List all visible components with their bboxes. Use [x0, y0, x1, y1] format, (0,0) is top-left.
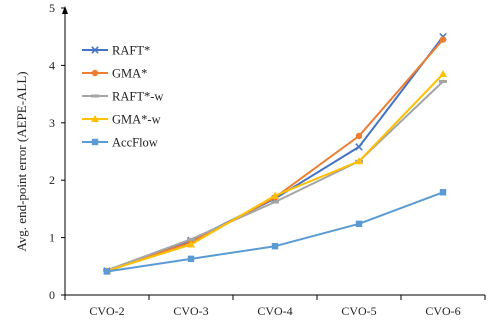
legend-label: RAFT* — [112, 44, 150, 58]
data-point-accflow — [439, 189, 447, 196]
data-point-accflow — [187, 255, 195, 263]
data-point-gma-star-w — [439, 70, 447, 78]
axes: 0 1 2 3 4 5 CVO-2 CVO-3 CVO-4 CVO-5 CVO-6 Avg. end-… — [14, 1, 486, 318]
series-line-raft-star-w — [106, 80, 444, 272]
series-raft-star — [103, 32, 447, 275]
legend-marker — [91, 69, 99, 77]
y-axis-title: Avg. end-point error (AEPE-ALL) — [14, 71, 29, 251]
y-tick-label: 0 — [49, 288, 55, 302]
x-tick-label: CVO-4 — [257, 304, 292, 318]
legend-item-accflow: AccFlow — [82, 136, 158, 150]
data-point-gma-star — [355, 132, 363, 140]
legend-item-gma-star: GMA* — [82, 67, 147, 81]
legend-label: AccFlow — [112, 136, 158, 150]
legend-marker — [91, 46, 99, 54]
data-point-gma-star-w — [187, 240, 195, 248]
series-line-gma-star — [106, 38, 444, 272]
data-point-gma-star-w — [355, 157, 363, 165]
y-tick-label: 1 — [49, 231, 55, 245]
data-point-gma-star — [439, 36, 447, 43]
x-tick-label: CVO-3 — [173, 304, 208, 318]
legend-item-raft-star-w: RAFT*-w — [82, 90, 163, 104]
y-tick-label: 2 — [49, 173, 55, 187]
series-gma-star — [103, 36, 447, 275]
legend-marker — [91, 115, 99, 122]
y-tick-label: 5 — [49, 1, 55, 15]
legend-marker — [91, 138, 99, 146]
data-point-accflow — [271, 243, 279, 250]
legend: RAFT* GMA* RAFT*-w GMA*-w AccFlow — [82, 44, 163, 150]
x-tick-label: CVO-5 — [341, 304, 376, 318]
data-point-raft-star-w — [187, 237, 195, 241]
legend-marker — [91, 94, 99, 98]
data-point-raft-star — [355, 143, 363, 151]
series-layer — [103, 32, 447, 275]
legend-item-gma-star-w: GMA*-w — [82, 113, 161, 127]
y-tick-label: 4 — [49, 58, 55, 72]
legend-item-raft-star: RAFT* — [82, 44, 150, 58]
legend-label: GMA*-w — [112, 113, 161, 127]
x-tick-label: CVO-2 — [89, 304, 124, 318]
series-line-accflow — [106, 191, 444, 273]
data-point-accflow — [103, 268, 111, 275]
series-accflow — [103, 189, 447, 275]
legend-label: GMA* — [112, 67, 147, 81]
y-axis-arrow — [62, 6, 68, 14]
data-point-accflow — [355, 220, 363, 228]
x-tick-label: CVO-6 — [425, 304, 460, 318]
y-tick-label: 3 — [49, 116, 55, 130]
data-point-raft-star-w — [271, 200, 279, 204]
series-line-raft-star — [106, 36, 444, 272]
data-point-raft-star-w — [439, 79, 447, 83]
legend-label: RAFT*-w — [112, 90, 163, 104]
data-point-gma-star-w — [271, 191, 279, 199]
